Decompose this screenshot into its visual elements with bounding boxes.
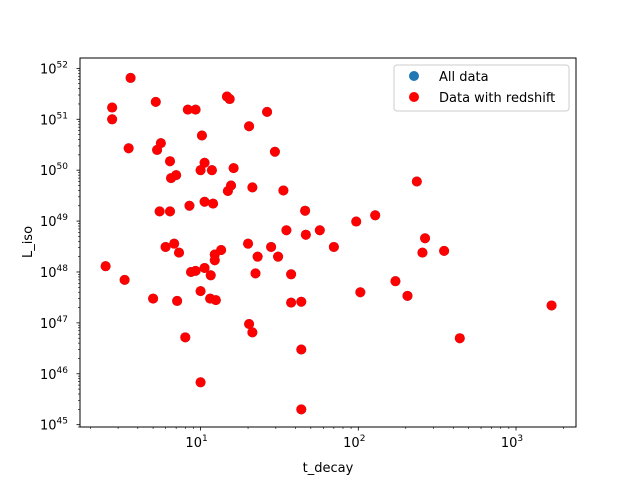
data-point [278,185,289,196]
data-point [273,251,284,262]
data-point [247,182,258,193]
axes-frame [79,57,577,428]
x-axis-ticks: 101 102 103 [90,427,564,451]
legend-label-all-data: All data [439,70,489,85]
data-point [180,332,191,343]
data-point [150,96,161,107]
y-tick-label: 1045 [40,417,68,434]
y-tick-label: 1046 [40,366,68,383]
y-tick-label: 1051 [40,111,68,128]
data-point [107,102,118,113]
data-point [222,186,233,196]
data-point [266,241,277,252]
data-point [190,104,201,115]
data-point [190,265,201,276]
y-tick-label: 1052 [40,60,68,77]
data-point [199,262,210,273]
data-point [205,270,216,281]
legend-frame [393,64,570,112]
data-point [243,238,254,249]
data-point [100,261,111,272]
data-point [172,295,183,306]
data-point [196,130,207,141]
data-point [420,233,431,244]
y-axis-label: L_iso [21,226,36,258]
data-point [169,238,180,249]
data-point [296,344,307,355]
data-point [300,205,311,216]
data-point [402,290,413,301]
data-point [314,225,325,236]
data-point [199,196,210,207]
data-point [296,296,307,307]
data-point [252,251,263,262]
x-tick-label: 101 [185,434,207,451]
legend-label-data-with-redshift: Data with redshift [439,91,555,106]
data-point [182,104,193,115]
data-point [328,241,339,252]
data-point [417,247,428,258]
data-point [281,225,292,236]
data-point [210,295,221,306]
data-point [286,269,297,280]
data-point [296,404,307,415]
data-point [286,297,297,308]
data-point [125,72,136,83]
x-axis-label: t_decay [303,461,354,476]
data-point [454,333,465,344]
data-point [199,157,210,168]
y-tick-label: 1049 [40,213,68,230]
data-point [171,170,182,181]
data-point [250,268,261,279]
data-point [269,146,280,157]
legend: All data Data with redshift [393,64,570,112]
data-point [262,106,273,117]
data-point [411,176,422,187]
data-point [160,241,171,252]
data-point [206,165,217,176]
legend-marker-all-data [409,71,419,81]
data-point [247,327,258,338]
y-tick-label: 1047 [40,315,68,332]
data-point [351,216,362,227]
x-tick-label: 102 [343,434,365,451]
y-tick-label: 1050 [40,162,68,179]
data-point [165,206,176,217]
y-axis-ticks: 1045 1046 1047 1048 1049 1050 1051 1052 [40,60,80,434]
data-point [390,276,401,287]
legend-marker-data-with-redshift [409,92,419,102]
y-tick-label: 1048 [40,264,68,281]
data-point [216,245,227,256]
data-point [195,286,206,297]
data-point [174,247,185,258]
data-point [244,319,255,330]
data-point [546,300,557,311]
data-point [165,156,176,167]
data-point [195,377,206,388]
data-point [184,200,195,211]
data-point [244,121,255,132]
data-point [439,245,450,256]
data-point [355,287,366,298]
plot-area [100,72,557,415]
data-point [195,165,206,176]
data-point [224,94,235,105]
data-point [154,206,165,217]
data-point [208,198,219,209]
data-point [228,163,239,174]
data-point [370,210,381,221]
data-point [152,144,163,155]
data-point [300,229,311,240]
data-point [119,274,130,285]
series-1 [100,72,557,415]
data-point [107,114,118,125]
data-point [123,143,134,154]
x-tick-label: 103 [501,434,523,451]
data-point [148,293,159,304]
